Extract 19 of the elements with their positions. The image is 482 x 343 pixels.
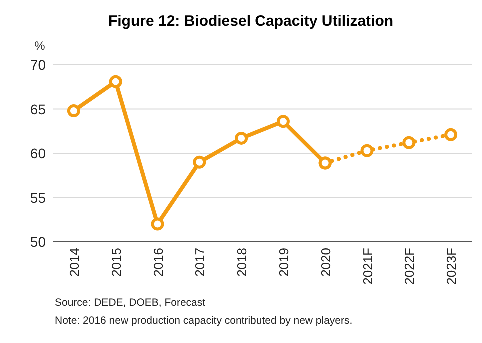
chart-title: Figure 12: Biodiesel Capacity Utilization — [108, 13, 394, 30]
x-tick-label: 2023F — [444, 248, 460, 285]
x-tick-label: 2019 — [276, 248, 292, 277]
x-tick-label: 2021F — [360, 248, 376, 285]
x-tick-label: 2017 — [192, 248, 208, 277]
y-tick-label: 55 — [30, 190, 46, 206]
x-tick-label: 2018 — [234, 248, 250, 277]
source-note: Source: DEDE, DOEB, Forecast — [55, 297, 206, 309]
text: Note: 2016 new production capacity contributed by new players. — [55, 315, 353, 327]
x-tick-label: 2020 — [318, 248, 334, 277]
x-tick-label: 2016 — [150, 248, 166, 277]
y-tick-label: 50 — [30, 234, 46, 250]
x-tick-label: 2015 — [108, 248, 124, 277]
y-tick-label: 70 — [30, 57, 46, 73]
x-tick-label: 2022F — [402, 248, 418, 285]
y-tick-label: 65 — [30, 101, 46, 118]
y-tick-label: 60 — [30, 146, 46, 162]
y-axis-title: % — [34, 39, 46, 53]
x-tick-label: 2014 — [66, 248, 82, 277]
